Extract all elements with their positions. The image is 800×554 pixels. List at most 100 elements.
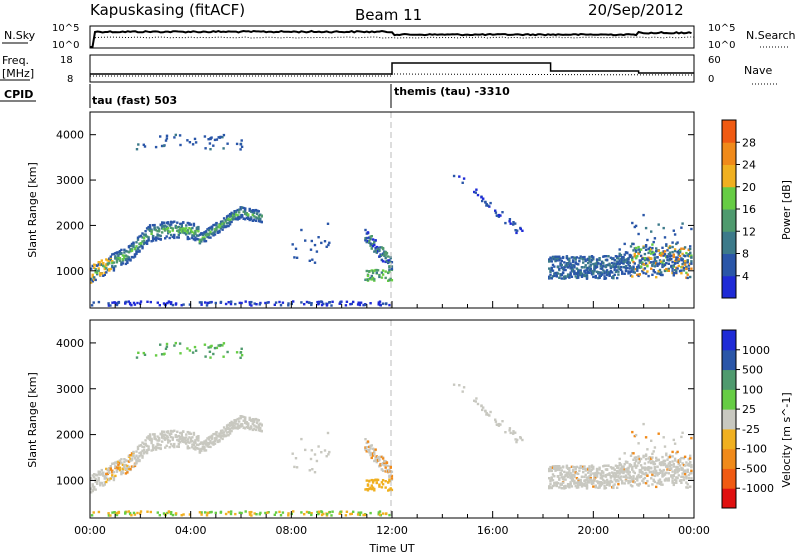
velocity-cell-1533 [671, 477, 674, 480]
power-cell-95 [118, 257, 122, 260]
velocity-cell-420 [216, 435, 220, 438]
velocity-cell-818 [205, 514, 209, 517]
velocity-cell-349 [194, 445, 197, 449]
power-cell-1500 [665, 244, 668, 247]
power-cell-144 [132, 256, 135, 259]
power-cell-949 [551, 257, 555, 260]
noise-panel: N.Sky 10^5 10^0 10^5 10^0 N.Search [2, 23, 796, 51]
power-cell-92 [117, 254, 120, 257]
power-cell-368 [200, 233, 203, 236]
velocity-cell-354 [195, 447, 199, 450]
velocity-cell-143 [132, 450, 135, 454]
velocity-cell-455 [227, 427, 230, 431]
velocity-cell-1169 [598, 468, 601, 471]
power-cell-262 [168, 230, 171, 234]
velocity-cell-74 [111, 462, 114, 465]
power-cell-1020 [566, 275, 570, 278]
power-cell-945 [551, 269, 555, 272]
velocity-cell-1287 [623, 452, 626, 455]
power-data [90, 133, 693, 307]
power-cell-563 [259, 213, 262, 216]
power-cell-213 [153, 228, 156, 231]
velocity-cell-1464 [657, 481, 660, 485]
velocity-cell-380 [204, 449, 208, 452]
power-cell-492 [238, 215, 241, 219]
power-cell-1111 [585, 277, 589, 280]
power-cell-600 [194, 141, 198, 144]
velocity-cell-1588 [681, 472, 684, 475]
power-cell-6 [91, 273, 94, 276]
velocity-cell-1417 [648, 466, 652, 469]
velocity-cell-158 [136, 445, 140, 449]
velocity-cell-718 [385, 461, 389, 464]
velocity-cell-1072 [578, 469, 581, 472]
power-cell-670 [374, 239, 377, 242]
power-cell-1425 [650, 267, 653, 270]
power-cell-787 [238, 301, 241, 305]
velocity-cell-570 [179, 352, 182, 355]
velocity-cell-1286 [623, 475, 626, 478]
velocity-cell-547 [254, 425, 257, 428]
power-cell-1104 [584, 274, 587, 278]
velocity-cell-1477 [660, 461, 663, 464]
velocity-cell-1420 [648, 471, 652, 474]
velocity-cell-1470 [658, 478, 662, 481]
velocity-cell-1398 [644, 473, 648, 476]
power-cell-699 [380, 271, 384, 274]
power-cell-1319 [629, 266, 633, 269]
power-cell-1287 [623, 242, 626, 246]
velocity-cell-350 [195, 438, 199, 441]
velocity-cell-1402 [646, 479, 649, 483]
velocity-cell-1196 [604, 486, 608, 490]
power-cell-253 [165, 225, 168, 228]
power-cell-1047 [573, 270, 576, 273]
power-cell-644 [369, 276, 372, 280]
velocity-cell-662 [373, 453, 376, 456]
power-cell-997 [561, 271, 565, 275]
power-cell-713 [384, 254, 387, 257]
power-cell-1079 [579, 273, 582, 277]
power-cell-28 [97, 267, 100, 270]
velocity-cell-1630 [690, 477, 693, 480]
velocity-cell-1268 [619, 475, 623, 478]
velocity-cell-378 [203, 442, 206, 445]
velocity-cell-1505 [665, 471, 668, 474]
velocity-cell-264 [168, 433, 171, 436]
velocity-cell-1059 [575, 482, 579, 485]
power-cell-1263 [618, 262, 621, 266]
velocity-cell-899 [521, 438, 524, 442]
power-cell-1626 [689, 275, 692, 279]
velocity-cell-374 [201, 447, 205, 450]
power-cell-1464 [657, 272, 660, 275]
power-cell-292 [177, 233, 180, 237]
velocity-cell-1011 [565, 474, 569, 477]
velocity-cell-1300 [626, 461, 629, 464]
power-cell-1318 [629, 274, 633, 277]
power-cell-401 [210, 232, 214, 236]
power-cell-319 [185, 232, 188, 236]
velocity-cell-906 [512, 430, 515, 433]
noise-right-tick-top: 10^5 [708, 23, 735, 34]
power-cell-116 [124, 262, 128, 266]
power-cell-1008 [564, 264, 567, 267]
velocity-cell-928 [548, 486, 551, 490]
power-cell-432 [219, 227, 223, 230]
power-cell-1308 [627, 272, 630, 275]
velocity-cell-879 [209, 511, 212, 514]
velocity-cell-1434 [651, 460, 654, 463]
velocity-cell-1598 [682, 456, 686, 460]
power-cell-463 [228, 220, 232, 224]
velocity-cell-1188 [602, 474, 605, 478]
velocity-cell-1154 [595, 473, 599, 476]
power-cell-990 [560, 277, 563, 280]
velocity-cell-235 [161, 432, 164, 435]
power-cell-11 [93, 276, 96, 279]
velocity-cell-368 [200, 442, 203, 445]
velocity-cell-153 [135, 450, 138, 453]
power-cell-441 [222, 217, 226, 220]
power-cell-235 [161, 223, 164, 226]
power-cell-1540 [672, 253, 675, 256]
velocity-cell-1451 [655, 485, 658, 489]
velocity-cell-401 [210, 442, 214, 445]
velocity-cell-1121 [588, 467, 591, 470]
